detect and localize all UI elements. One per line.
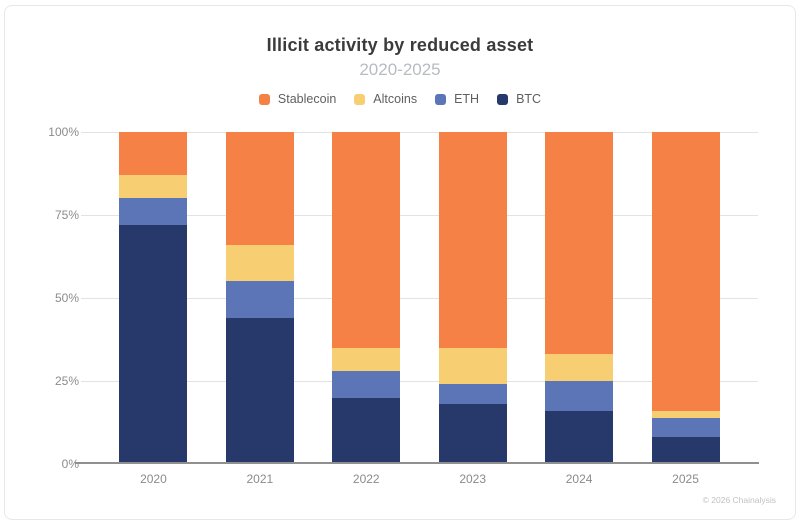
- bar-2021: 2021: [225, 132, 294, 486]
- bar-segment-stablecoin-2024: [545, 132, 614, 355]
- bar-segment-stablecoin-2021: [225, 132, 294, 245]
- bar-segment-eth-2021: [225, 281, 294, 318]
- x-tick-label-2024: 2024: [565, 472, 593, 486]
- bar-segment-btc-2022: [332, 397, 401, 464]
- bar-segment-eth-2020: [119, 198, 188, 225]
- chart-subtitle: 2020-2025: [359, 60, 441, 79]
- chart-title: Illicit activity by reduced asset: [266, 35, 534, 55]
- legend-label-btc: BTC: [516, 92, 542, 106]
- bar-segment-btc-2020: [119, 224, 188, 464]
- bar-2024: 2024: [545, 132, 614, 486]
- bar-segment-altcoins-2021: [225, 244, 294, 282]
- bar-2020: 2020: [119, 132, 188, 486]
- x-axis-line: [75, 462, 759, 464]
- legend-item-eth: ETH: [435, 92, 479, 106]
- bar-segment-altcoins-2024: [545, 354, 614, 381]
- bar-segment-altcoins-2020: [119, 175, 188, 199]
- x-tick-label-2021: 2021: [246, 472, 274, 486]
- bar-segment-altcoins-2025: [651, 410, 720, 418]
- x-tick-label-2022: 2022: [352, 472, 380, 486]
- bar-segment-eth-2024: [545, 381, 614, 411]
- bar-segment-eth-2023: [438, 384, 507, 405]
- x-tick-label-2020: 2020: [140, 472, 167, 486]
- bar-2025: 2025: [651, 132, 720, 486]
- y-axis-labels: 0% 25% 50% 75% 100%: [5, 125, 79, 471]
- bar-2022: 2022: [332, 132, 401, 486]
- y-tick-label-0pct: 0%: [61, 457, 79, 471]
- y-tick-label-75pct: 75%: [54, 208, 79, 222]
- bar-segment-stablecoin-2023: [438, 132, 507, 348]
- legend-item-stablecoin: Stablecoin: [258, 92, 337, 106]
- plot-area: 2020 2021 2022 2023 2024 2025: [81, 131, 758, 486]
- x-tick-label-2023: 2023: [459, 472, 487, 486]
- legend-swatch-eth: [435, 93, 447, 105]
- legend-swatch-altcoins: [354, 93, 366, 105]
- bar-segment-eth-2022: [332, 371, 401, 398]
- gridline-75pct: [81, 214, 758, 216]
- bar-segment-stablecoin-2022: [332, 132, 401, 348]
- bar-segment-btc-2024: [545, 410, 614, 464]
- chart-legend: Stablecoin Altcoins ETH BTC: [5, 92, 795, 106]
- gridline-25pct: [81, 380, 758, 382]
- legend-label-altcoins: Altcoins: [373, 92, 418, 106]
- bar-segment-altcoins-2023: [438, 347, 507, 385]
- bar-segment-btc-2023: [438, 404, 507, 464]
- legend-swatch-stablecoin: [258, 93, 270, 105]
- bar-segment-altcoins-2022: [332, 347, 401, 372]
- x-tick-label-2025: 2025: [672, 472, 699, 486]
- bars-container: 2020 2021 2022 2023 2024 2025: [81, 132, 758, 486]
- y-tick-label-50pct: 50%: [54, 291, 79, 305]
- y-tick-label-25pct: 25%: [54, 374, 79, 388]
- legend-item-altcoins: Altcoins: [354, 92, 417, 106]
- gridline-100pct: [81, 131, 758, 133]
- bar-2023: 2023: [438, 132, 507, 486]
- legend-label-eth: ETH: [454, 92, 480, 106]
- copyright-text: © 2026 Chainalysis: [702, 495, 776, 505]
- gridline-50pct: [81, 297, 758, 299]
- y-tick-label-100pct: 100%: [48, 125, 79, 139]
- bar-segment-eth-2025: [651, 417, 720, 438]
- chart-card: Illicit activity by reduced asset 2020-2…: [4, 5, 796, 520]
- bar-segment-btc-2025: [651, 437, 720, 464]
- legend-label-stablecoin: Stablecoin: [277, 92, 337, 106]
- legend-swatch-btc: [497, 93, 509, 105]
- bar-segment-btc-2021: [225, 317, 294, 464]
- legend-item-btc: BTC: [497, 92, 541, 106]
- bar-segment-stablecoin-2020: [119, 132, 188, 176]
- bar-segment-stablecoin-2025: [651, 132, 720, 411]
